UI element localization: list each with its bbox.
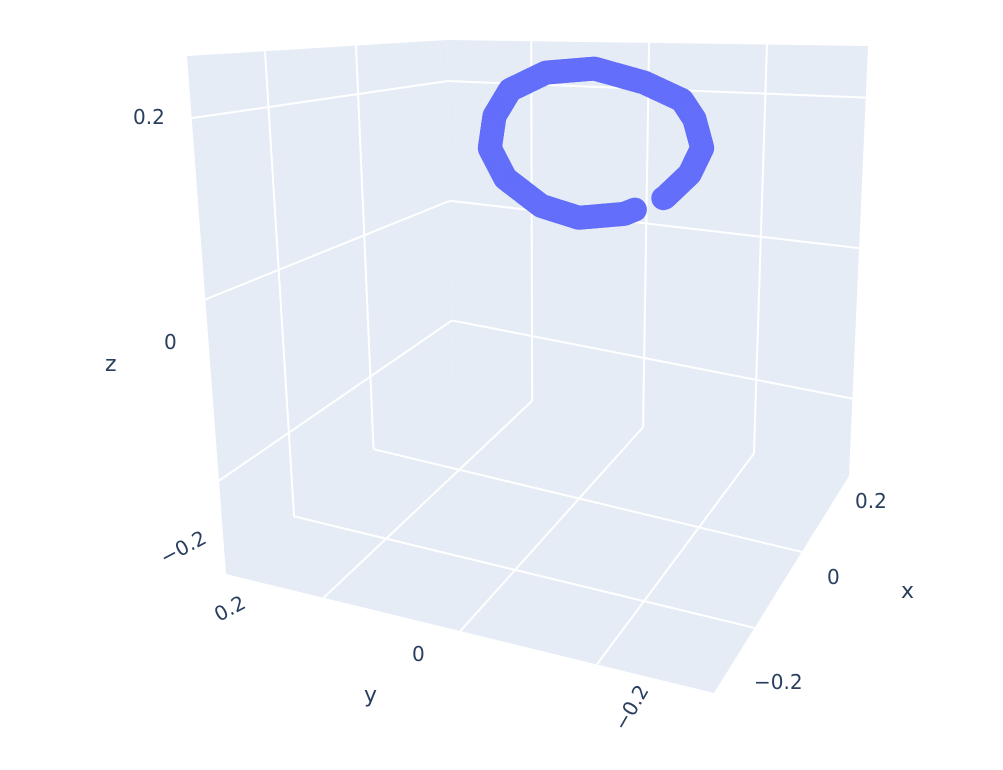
trace-markers (477, 56, 715, 230)
x-tick-label: 0.2 (855, 489, 887, 513)
grid-line (449, 199, 860, 250)
grid-line (596, 452, 755, 666)
grid-line (322, 400, 533, 599)
x-tick-label: 0 (827, 565, 840, 589)
grid-line (204, 199, 451, 301)
y-tick-label: −0.2 (609, 680, 654, 734)
y-tick-label: 0.2 (210, 590, 249, 626)
z-tick-label: 0 (164, 330, 177, 354)
back-wall-left (187, 40, 453, 574)
x-tick-label: −0.2 (754, 670, 803, 694)
trace-point (651, 186, 676, 211)
grid-line (218, 319, 453, 482)
y-axis-title: y (364, 683, 377, 708)
grid-line (752, 44, 768, 454)
grid-line (459, 426, 644, 632)
grid-line (355, 45, 375, 450)
grid-line (530, 41, 534, 401)
grid-line (373, 448, 802, 553)
grid-line (293, 515, 755, 629)
grid-line (642, 42, 651, 428)
y-tick-label: 0 (412, 642, 425, 666)
grid-line (264, 51, 296, 517)
x-axis-title: x (901, 579, 914, 604)
grid-line (191, 80, 448, 120)
z-tick-label: −0.2 (156, 525, 210, 569)
axis-panes (187, 40, 868, 693)
floor (226, 382, 849, 693)
z-axis-title: z (105, 352, 117, 377)
grid-line (451, 319, 853, 400)
z-tick-label: 0.2 (133, 105, 165, 129)
